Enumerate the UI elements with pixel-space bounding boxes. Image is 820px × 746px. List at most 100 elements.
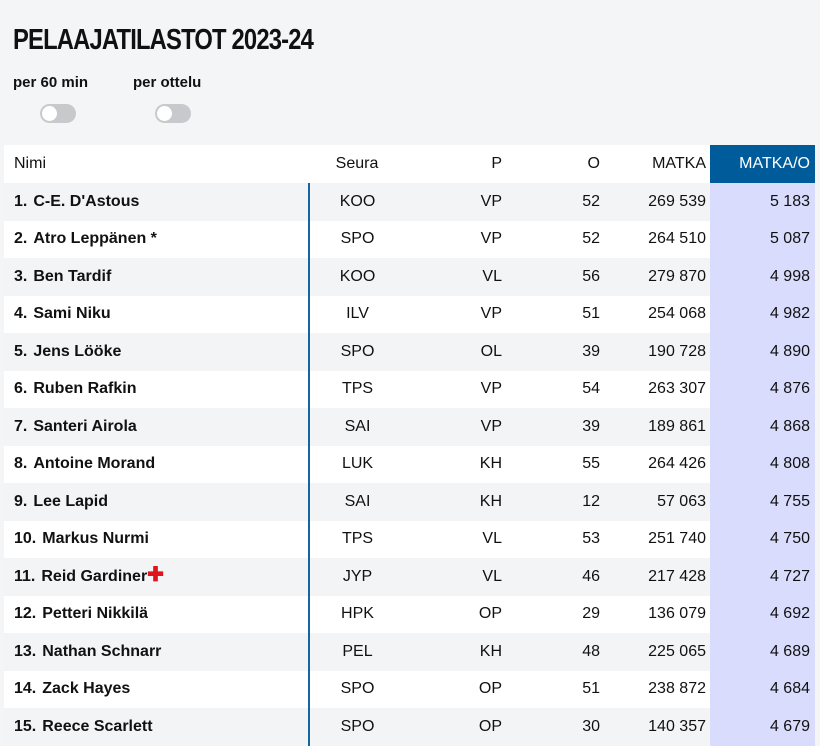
table-cell: 4 679 [710,708,815,746]
player-name: Ruben Rafkin [33,380,137,398]
rank: 11. [14,567,36,585]
player-name: Nathan Schnarr [42,642,162,660]
column-header[interactable]: Seura [335,155,379,172]
rank: 3. [14,267,28,285]
rank: 5. [14,342,28,360]
table-cell: SAI [308,483,405,521]
table-cell: KOO [308,183,405,221]
toggle-switch[interactable] [40,104,76,123]
table-cell: 251 740 [648,530,706,548]
table-row[interactable]: 9. Lee Lapid SAI KH 12 57 063 4 755 [4,483,815,521]
player-cell: 1. C-E. D'Astous [4,183,309,221]
table-row[interactable]: 8. Antoine Morand LUK KH 55 264 426 4 808 [4,445,815,484]
table-cell: 140 357 [648,717,706,735]
rank: 2. [14,230,28,248]
player-name: Atro Leppänen * [33,230,157,248]
table-cell: KH [479,455,502,473]
table-row[interactable]: 6. Ruben Rafkin TPS VP 54 263 307 4 876 [4,370,815,409]
header-row: Nimi Seura P O MATKA MATKA/O [4,145,815,183]
table-cell: 136 079 [648,605,706,623]
table-cell: 5 087 [710,220,815,258]
player-cell: 7. Santeri Airola [4,408,309,446]
table-row[interactable]: 10. Markus Nurmi TPS VL 53 251 740 4 750 [4,520,815,559]
column-header[interactable]: MATKA/O [710,145,815,183]
table-cell: KOO [308,258,405,296]
table-cell: 190 728 [648,342,706,360]
table-row[interactable]: 4. Sami Niku ILV VP 51 254 068 4 982 [4,295,815,334]
stats-table: Nimi Seura P O MATKA MATKA/O 1. C-E. D'Astous K… [4,145,815,746]
table-cell: 254 068 [648,305,706,323]
player-cell: 15. Reece Scarlett [4,708,309,746]
table-cell: SPO [308,333,405,371]
player-cell: 6. Ruben Rafkin [4,371,309,409]
rank: 1. [14,192,28,210]
player-cell: 13. Nathan Schnarr [4,633,309,671]
player-cell: 8. Antoine Morand [4,446,309,484]
table-cell: 52 [582,230,600,248]
table-cell: 56 [582,267,600,285]
table-row[interactable]: 15. Reece Scarlett SPO OP 30 140 357 4 679 [4,708,815,746]
table-cell: 53 [582,530,600,548]
table-cell: LUK [308,445,405,483]
table-cell: 4 998 [710,258,815,296]
table-cell: 51 [582,680,600,698]
table-cell: 51 [582,305,600,323]
table-cell: TPS [308,520,405,558]
column-header[interactable]: O [587,155,600,172]
table-row[interactable]: 2. Atro Leppänen * SPO VP 52 264 510 5 087 [4,220,815,259]
player-name: Markus Nurmi [42,530,149,548]
table-row[interactable]: 1. C-E. D'Astous KOO VP 52 269 539 5 183 [4,183,815,221]
table-cell: VP [480,380,502,398]
player-cell: 14. Zack Hayes [4,671,309,709]
table-cell: 57 063 [657,492,706,510]
player-cell: 3. Ben Tardif [4,258,309,296]
player-name: Santeri Airola [33,417,137,435]
table-cell: VP [480,417,502,435]
table-cell: SAI [308,408,405,446]
column-header[interactable]: Nimi [14,155,46,172]
table-row[interactable]: 5. Jens Lööke SPO OL 39 190 728 4 890 [4,333,815,371]
player-name: Sami Niku [33,305,111,323]
rank: 15. [14,717,37,735]
table-cell: 4 692 [710,595,815,633]
table-row[interactable]: 11. Reid Gardiner✚ JYP VL 46 217 428 4 727 [4,558,815,596]
table-cell: 48 [582,642,600,660]
toggle-switch[interactable] [155,104,191,123]
page-title: PELAAJATILASTOT 2023-24 [13,24,314,56]
table-row[interactable]: 14. Zack Hayes SPO OP 51 238 872 4 684 [4,670,815,709]
player-cell: 2. Atro Leppänen * [4,221,309,259]
table-cell: OP [478,605,502,623]
table-row[interactable]: 13. Nathan Schnarr PEL KH 48 225 065 4 689 [4,633,815,671]
table-cell: 46 [582,567,600,585]
table-cell: SPO [308,708,405,746]
player-cell: 10. Markus Nurmi [4,521,309,559]
player-name: Ben Tardif [33,267,112,285]
player-name: Jens Lööke [33,342,122,360]
table-cell: KH [479,642,502,660]
table-cell: 4 684 [710,670,815,708]
rank: 8. [14,455,28,473]
toggle-label: per ottelu [133,74,202,91]
table-cell: SPO [308,220,405,258]
player-name: Lee Lapid [33,492,109,510]
column-header[interactable]: P [491,155,502,172]
table-row[interactable]: 7. Santeri Airola SAI VP 39 189 861 4 868 [4,408,815,446]
table-row[interactable]: 3. Ben Tardif KOO VL 56 279 870 4 998 [4,258,815,296]
table-cell: 55 [582,455,600,473]
player-name: C-E. D'Astous [33,192,140,210]
table-cell: 4 727 [710,558,815,596]
table-cell: 4 808 [710,445,815,483]
table-cell: 264 510 [648,230,706,248]
table-row[interactable]: 12. Petteri Nikkilä HPK OP 29 136 079 4 692 [4,595,815,633]
column-header[interactable]: MATKA [652,155,706,172]
table-cell: 12 [582,492,600,510]
table-cell: 5 183 [710,183,815,221]
rank: 12. [14,605,37,623]
table-cell: OP [478,680,502,698]
player-cell: 4. Sami Niku [4,296,309,334]
table-cell: VP [480,305,502,323]
table-cell: 29 [582,605,600,623]
table-cell: VL [482,530,502,548]
table-cell: VP [480,230,502,248]
